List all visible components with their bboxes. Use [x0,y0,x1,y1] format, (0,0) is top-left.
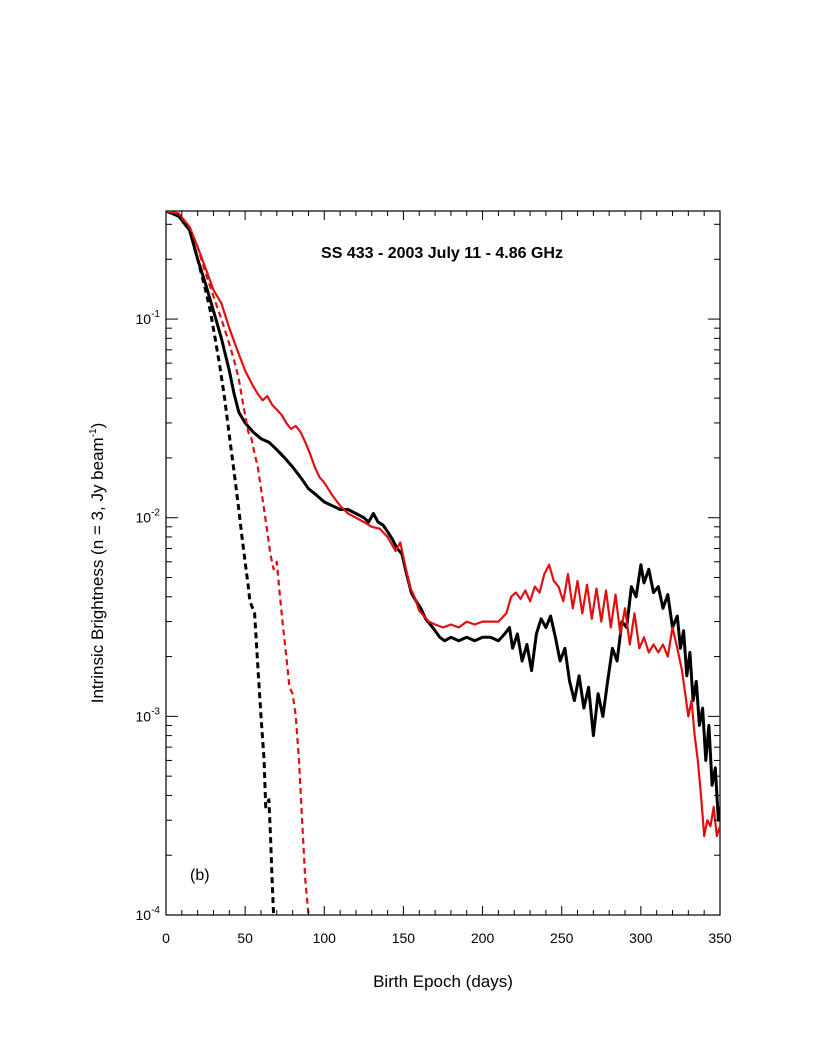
x-tick-label: 300 [629,930,653,946]
x-axis-label: Birth Epoch (days) [373,972,513,991]
ticks-layer: 0 50 100 150 200 250 300 350 10-4 10-3 10-2 10-1 [136,211,732,946]
x-tick-label: 0 [162,930,170,946]
series-3-line [166,211,310,915]
chart-title: SS 433 - 2003 July 11 - 4.86 GHz [321,245,563,262]
plot-frame [165,210,721,916]
panel-label: (b) [190,867,210,884]
y-axis-label: Intrinsic Brightness (n = 3, Jy beam-1) [88,423,107,704]
y-axis-label-superscript: -1 [88,428,99,437]
y-tick-label: 10-2 [136,508,161,526]
series-0-line [166,211,720,822]
y-axis-label-prefix: Intrinsic Brightness (n = 3, Jy beam [88,437,107,703]
y-tick-label: 10-3 [136,706,161,724]
series-2-line [166,211,276,915]
y-tick-label: 10-1 [136,309,161,327]
x-tick-label: 350 [708,930,732,946]
x-tick-label: 250 [550,930,574,946]
y-tick-label: 10-4 [136,905,161,923]
y-axis-label-suffix: ) [88,423,107,429]
series-layer [166,211,720,915]
series-1-line [166,211,720,838]
x-tick-label: 100 [313,930,337,946]
x-tick-label: 50 [237,930,253,946]
x-tick-label: 200 [471,930,495,946]
x-tick-label: 150 [392,930,416,946]
